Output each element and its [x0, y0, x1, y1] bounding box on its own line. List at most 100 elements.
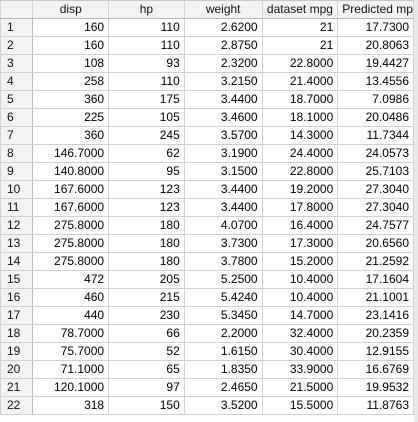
cell-weight[interactable]: 3.1500: [183, 162, 263, 181]
row-number[interactable]: 5: [0, 90, 34, 109]
cell-hp[interactable]: 95: [108, 162, 185, 181]
cell-hp[interactable]: 62: [108, 144, 185, 163]
cell-predicted-mpg[interactable]: 20.2359: [337, 324, 414, 343]
table-row[interactable]: 4 258 110 3.2150 21.4000 13.4556: [0, 72, 414, 91]
cell-dataset-mpg[interactable]: 10.4000: [261, 288, 339, 307]
table-row[interactable]: 13 275.8000 180 3.7300 17.3000 20.6560: [0, 234, 414, 253]
row-number[interactable]: 19: [0, 342, 34, 361]
cell-weight[interactable]: 3.4600: [183, 108, 263, 127]
row-number[interactable]: 3: [0, 54, 34, 73]
cell-dataset-mpg[interactable]: 19.2000: [261, 180, 339, 199]
cell-dataset-mpg[interactable]: 10.4000: [261, 270, 339, 289]
row-number[interactable]: 6: [0, 108, 34, 127]
cell-dataset-mpg[interactable]: 24.4000: [261, 144, 339, 163]
cell-disp[interactable]: 440: [32, 306, 110, 325]
cell-predicted-mpg[interactable]: 13.4556: [337, 72, 414, 91]
row-number[interactable]: 18: [0, 324, 34, 343]
row-number[interactable]: 13: [0, 234, 34, 253]
cell-disp[interactable]: 75.7000: [32, 342, 110, 361]
cell-hp[interactable]: 180: [108, 252, 185, 271]
cell-dataset-mpg[interactable]: 22.8000: [261, 162, 339, 181]
cell-hp[interactable]: 123: [108, 198, 185, 217]
cell-weight[interactable]: 3.4400: [183, 198, 263, 217]
table-row[interactable]: 21 120.1000 97 2.4650 21.5000 19.9532: [0, 378, 414, 397]
cell-predicted-mpg[interactable]: 17.7300: [337, 18, 414, 37]
table-row[interactable]: 9 140.8000 95 3.1500 22.8000 25.7103: [0, 162, 414, 181]
cell-disp[interactable]: 71.1000: [32, 360, 110, 379]
cell-dataset-mpg[interactable]: 32.4000: [261, 324, 339, 343]
cell-predicted-mpg[interactable]: 12.9155: [337, 342, 414, 361]
cell-hp[interactable]: 230: [108, 306, 185, 325]
cell-disp[interactable]: 146.7000: [32, 144, 110, 163]
cell-hp[interactable]: 66: [108, 324, 185, 343]
cell-predicted-mpg[interactable]: 24.0573: [337, 144, 414, 163]
cell-hp[interactable]: 93: [108, 54, 185, 73]
cell-predicted-mpg[interactable]: 21.1001: [337, 288, 414, 307]
cell-predicted-mpg[interactable]: 19.4427: [337, 54, 414, 73]
cell-dataset-mpg[interactable]: 18.1000: [261, 108, 339, 127]
cell-predicted-mpg[interactable]: 20.8063: [337, 36, 414, 55]
col-header-hp[interactable]: hp: [108, 0, 185, 19]
row-number[interactable]: 7: [0, 126, 34, 145]
cell-weight[interactable]: 1.6150: [183, 342, 263, 361]
cell-dataset-mpg[interactable]: 15.5000: [261, 396, 339, 415]
cell-dataset-mpg[interactable]: 14.7000: [261, 306, 339, 325]
cell-weight[interactable]: 3.2150: [183, 72, 263, 91]
table-row[interactable]: 1 160 110 2.6200 21 17.7300: [0, 18, 414, 37]
table-row[interactable]: 10 167.6000 123 3.4400 19.2000 27.3040: [0, 180, 414, 199]
row-number[interactable]: 21: [0, 378, 34, 397]
row-number[interactable]: 15: [0, 270, 34, 289]
cell-dataset-mpg[interactable]: 21.4000: [261, 72, 339, 91]
row-number[interactable]: 8: [0, 144, 34, 163]
table-row[interactable]: 11 167.6000 123 3.4400 17.8000 27.3040: [0, 198, 414, 217]
cell-weight[interactable]: 5.4240: [183, 288, 263, 307]
cell-dataset-mpg[interactable]: 16.4000: [261, 216, 339, 235]
cell-disp[interactable]: 78.7000: [32, 324, 110, 343]
cell-hp[interactable]: 110: [108, 72, 185, 91]
cell-disp[interactable]: 140.8000: [32, 162, 110, 181]
table-row[interactable]: 2 160 110 2.8750 21 20.8063: [0, 36, 414, 55]
cell-hp[interactable]: 52: [108, 342, 185, 361]
cell-dataset-mpg[interactable]: 14.3000: [261, 126, 339, 145]
table-row[interactable]: 6 225 105 3.4600 18.1000 20.0486: [0, 108, 414, 127]
row-number[interactable]: 9: [0, 162, 34, 181]
cell-predicted-mpg[interactable]: 27.3040: [337, 180, 414, 199]
cell-weight[interactable]: 2.3200: [183, 54, 263, 73]
cell-predicted-mpg[interactable]: 11.8763: [337, 396, 414, 415]
cell-disp[interactable]: 120.1000: [32, 378, 110, 397]
cell-weight[interactable]: 3.5200: [183, 396, 263, 415]
cell-dataset-mpg[interactable]: 30.4000: [261, 342, 339, 361]
row-number[interactable]: 10: [0, 180, 34, 199]
cell-weight[interactable]: 2.2000: [183, 324, 263, 343]
cell-disp[interactable]: 160: [32, 36, 110, 55]
cell-hp[interactable]: 110: [108, 36, 185, 55]
col-header-predicted-mpg[interactable]: Predicted mpg: [337, 0, 414, 19]
table-row[interactable]: 14 275.8000 180 3.7800 15.2000 21.2592: [0, 252, 414, 271]
cell-weight[interactable]: 2.4650: [183, 378, 263, 397]
cell-hp[interactable]: 105: [108, 108, 185, 127]
cell-weight[interactable]: 3.7800: [183, 252, 263, 271]
cell-predicted-mpg[interactable]: 16.6769: [337, 360, 414, 379]
cell-dataset-mpg[interactable]: 21: [261, 18, 339, 37]
cell-weight[interactable]: 2.8750: [183, 36, 263, 55]
cell-hp[interactable]: 175: [108, 90, 185, 109]
cell-hp[interactable]: 205: [108, 270, 185, 289]
row-number[interactable]: 2: [0, 36, 34, 55]
cell-weight[interactable]: 5.3450: [183, 306, 263, 325]
cell-hp[interactable]: 245: [108, 126, 185, 145]
row-number[interactable]: 4: [0, 72, 34, 91]
row-number[interactable]: 1: [0, 18, 34, 37]
cell-disp[interactable]: 318: [32, 396, 110, 415]
corner-cell[interactable]: [0, 0, 34, 19]
cell-hp[interactable]: 180: [108, 216, 185, 235]
cell-predicted-mpg[interactable]: 25.7103: [337, 162, 414, 181]
row-number[interactable]: 22: [0, 396, 34, 415]
cell-hp[interactable]: 123: [108, 180, 185, 199]
row-number[interactable]: 11: [0, 198, 34, 217]
cell-disp[interactable]: 360: [32, 126, 110, 145]
cell-predicted-mpg[interactable]: 17.1604: [337, 270, 414, 289]
cell-weight[interactable]: 3.7300: [183, 234, 263, 253]
cell-predicted-mpg[interactable]: 7.0986: [337, 90, 414, 109]
row-number[interactable]: 16: [0, 288, 34, 307]
cell-disp[interactable]: 167.6000: [32, 198, 110, 217]
